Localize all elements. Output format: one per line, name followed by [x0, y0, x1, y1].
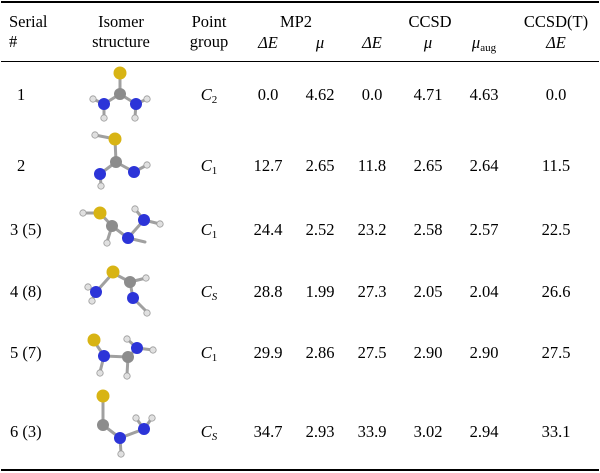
- header-point-line2: group: [189, 32, 229, 51]
- serial-cell: 2: [17, 156, 26, 175]
- serial-cell: 6 (3): [10, 422, 42, 441]
- point-group-cell: CS: [200, 422, 218, 443]
- mp2-delta-e-cell: 24.4: [253, 220, 283, 239]
- top-rule: [1, 1, 599, 3]
- header-mp2-delta-e: ΔE: [258, 33, 278, 52]
- header-ccsd-delta-e: ΔE: [362, 33, 382, 52]
- isomer-structure-3-image: [79, 205, 164, 247]
- header-isomer-line1: Isomer: [98, 12, 144, 31]
- ccsd-mu-aug-cell: 4.63: [469, 85, 499, 104]
- serial-cell: 5 (7): [10, 343, 42, 362]
- ccsd-mu-cell: 2.05: [413, 282, 443, 301]
- ccsd-mu-cell: 3.02: [413, 422, 443, 441]
- ccsd-mu-cell: 2.90: [413, 343, 443, 362]
- header-isomer-line2: structure: [92, 32, 150, 51]
- ccsd-mu-aug-cell: 2.04: [469, 282, 499, 301]
- mp2-delta-e-cell: 34.7: [253, 422, 283, 441]
- header-ccsdt: CCSD(T): [523, 12, 589, 31]
- isomer-structure-6-image: [96, 389, 156, 458]
- header-ccsd-mu: μ: [423, 33, 433, 52]
- mp2-mu-cell: 2.93: [305, 422, 335, 441]
- ccsdt-delta-e-cell: 26.6: [541, 282, 571, 301]
- ccsdt-delta-e-cell: 22.5: [541, 220, 571, 239]
- point-group-cell: CS: [200, 282, 218, 303]
- mp2-mu-cell: 4.62: [305, 85, 335, 104]
- bottom-rule: [1, 469, 599, 471]
- serial-cell: 4 (8): [10, 282, 42, 301]
- ccsdt-delta-e-cell: 33.1: [541, 422, 571, 441]
- header-serial-line1: Serial: [9, 12, 48, 31]
- ccsd-mu-cell: 2.65: [413, 156, 443, 175]
- ccsdt-delta-e-cell: 0.0: [545, 85, 567, 104]
- point-group-cell: C1: [200, 343, 218, 364]
- header-ccsd-mu-aug: μaug: [471, 33, 497, 54]
- mp2-mu-cell: 2.52: [305, 220, 335, 239]
- ccsd-mu-aug-cell: 2.57: [469, 220, 499, 239]
- isomer-structure-1-image: [89, 66, 151, 122]
- header-point-line1: Point: [191, 12, 227, 31]
- ccsd-delta-e-cell: 27.3: [357, 282, 387, 301]
- ccsd-delta-e-cell: 0.0: [361, 85, 383, 104]
- mp2-mu-cell: 1.99: [305, 282, 335, 301]
- point-group-cell: C2: [200, 85, 218, 106]
- mp2-delta-e-cell: 12.7: [253, 156, 283, 175]
- isomer-structure-4-image: [84, 265, 151, 317]
- point-group-cell: C1: [200, 220, 218, 241]
- mp2-mu-cell: 2.65: [305, 156, 335, 175]
- ccsd-mu-cell: 2.58: [413, 220, 443, 239]
- serial-cell: 3 (5): [10, 220, 42, 239]
- header-ccsdt-delta-e: ΔE: [546, 33, 566, 52]
- header-rule: [1, 61, 599, 62]
- isomer-structure-5-image: [87, 333, 157, 380]
- mp2-delta-e-cell: 0.0: [257, 85, 279, 104]
- header-mp2-mu: μ: [315, 33, 325, 52]
- header-mp2: MP2: [279, 12, 313, 31]
- isomer-structure-2-image: [91, 131, 151, 190]
- ccsd-mu-aug-cell: 2.94: [469, 422, 499, 441]
- serial-cell: 1: [17, 85, 26, 104]
- mp2-delta-e-cell: 29.9: [253, 343, 283, 362]
- ccsd-delta-e-cell: 23.2: [357, 220, 387, 239]
- mp2-delta-e-cell: 28.8: [253, 282, 283, 301]
- header-ccsd: CCSD: [408, 12, 452, 31]
- ccsd-delta-e-cell: 27.5: [357, 343, 387, 362]
- ccsd-mu-aug-cell: 2.64: [469, 156, 499, 175]
- ccsdt-delta-e-cell: 11.5: [541, 156, 571, 175]
- ccsd-mu-cell: 4.71: [413, 85, 443, 104]
- ccsd-delta-e-cell: 33.9: [357, 422, 387, 441]
- ccsd-delta-e-cell: 11.8: [357, 156, 387, 175]
- ccsd-mu-aug-cell: 2.90: [469, 343, 499, 362]
- mp2-mu-cell: 2.86: [305, 343, 335, 362]
- point-group-cell: C1: [200, 156, 218, 177]
- ccsdt-delta-e-cell: 27.5: [541, 343, 571, 362]
- header-serial-line2: #: [9, 32, 18, 51]
